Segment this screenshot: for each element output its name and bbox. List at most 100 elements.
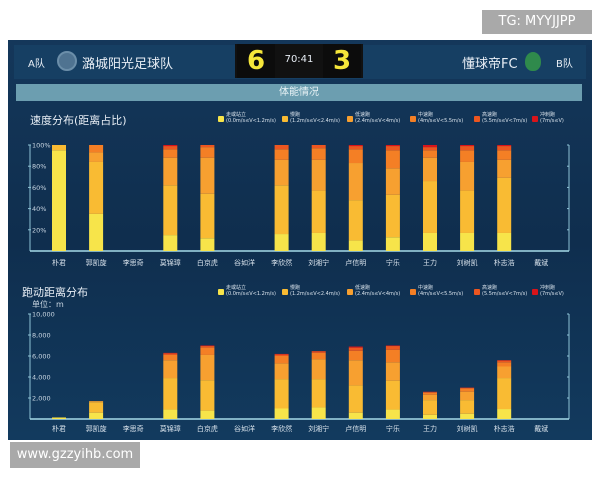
bar-segment-刘湘宁-低速跑 (311, 359, 326, 380)
bar-segment-宁乐-高速跑 (385, 146, 400, 151)
section-banner: 体能情况 (16, 84, 582, 101)
bar-segment-宁乐-走或站立 (385, 409, 400, 419)
chart2-unit: 单位：m (32, 300, 64, 309)
bar-segment-宁乐-慢跑 (385, 194, 400, 238)
bar-segment-李欣然-高速跑 (274, 145, 289, 150)
bar-segment-李欣然-慢跑 (274, 379, 289, 409)
legend-item: 冲刺跑 (7m/s≤V) (532, 112, 564, 124)
team-a-name: 潞城阳光足球队 (82, 57, 174, 72)
y-tick-label: 10,000 (32, 311, 55, 319)
x-tick-label: 刘湘宁 (308, 424, 329, 433)
y-tick-label: 80% (32, 163, 46, 171)
bar-segment-郭凯旋-低速跑 (89, 401, 104, 403)
bar-segment-王力-中速跑 (423, 392, 437, 395)
watermark-bottom: www.gzzyihb.com (10, 442, 140, 468)
bar-segment-莫锦璋-高速跑 (163, 353, 178, 355)
legend-item: 高速跑 (5.5m/s≤V<7m/s) (474, 112, 527, 124)
bar-segment-朴志浩-慢跑 (497, 177, 512, 233)
y-tick-label: 4,000 (32, 374, 51, 382)
bar-segment-莫锦璋-低速跑 (163, 157, 178, 186)
team-a-logo-icon (57, 51, 77, 71)
bar-segment-莫锦璋-慢跑 (163, 378, 178, 410)
bar-segment-李欣然-中速跑 (274, 356, 289, 364)
y-tick-label: 8,000 (32, 332, 51, 340)
legend-swatch (410, 115, 416, 122)
team-a-label: A队 (28, 59, 45, 70)
bar-segment-王力-慢跑 (423, 181, 437, 233)
x-tick-label: 戴斌 (534, 258, 548, 267)
x-tick-label: 王力 (423, 258, 437, 267)
bar-segment-刘湘宁-慢跑 (311, 190, 326, 233)
match-time: 70:41 (284, 54, 314, 65)
bar-segment-刘湘宁-走或站立 (311, 407, 326, 419)
score-b: 3 (323, 44, 361, 78)
legend-item: 慢跑 (1.2m/s≤V<2.4m/s) (282, 112, 340, 124)
team-b-name: 懂球帝FC (462, 57, 518, 72)
bar-segment-莫锦璋-低速跑 (163, 360, 178, 379)
legend-label: 冲刺跑 (7m/s≤V) (540, 112, 564, 124)
bar-segment-刘湘宁-走或站立 (311, 232, 326, 251)
bar-segment-朴君-走或站立 (52, 150, 66, 251)
x-tick-label: 卢信明 (345, 258, 366, 267)
bar-segment-朴志浩-中速跑 (497, 362, 512, 367)
x-tick-label: 朴志浩 (494, 424, 515, 433)
bar-segment-白京虎-中速跑 (200, 147, 215, 158)
x-tick-label: 王力 (423, 424, 437, 433)
bar-segment-刘湘宁-中速跑 (311, 148, 326, 160)
y-tick-label: 6,000 (32, 353, 51, 361)
legend-item: 低速跑 (2.4m/s≤V<4m/s) (347, 112, 400, 124)
legend-item: 低速跑 (2.4m/s≤V<4m/s) (347, 285, 400, 297)
bar-segment-白京虎-中速跑 (200, 347, 215, 355)
bar-segment-王力-低速跑 (423, 394, 437, 401)
bar-segment-朴志浩-走或站立 (497, 409, 512, 419)
legend-item: 高速跑 (5.5m/s≤V<7m/s) (474, 285, 528, 297)
x-tick-label: 李思奇 (123, 258, 144, 267)
x-tick-label: 宁乐 (386, 424, 400, 433)
bar-segment-朴君-走或站立 (52, 417, 66, 419)
bar-segment-王力-走或站立 (423, 232, 437, 251)
bar-segment-郭凯旋-慢跑 (89, 402, 104, 413)
bar-segment-白京虎-冲刺跑 (200, 345, 215, 347)
x-tick-label: 郭凯旋 (86, 424, 107, 433)
y-tick-label: 20% (32, 226, 46, 234)
bar-segment-莫锦璋-中速跑 (163, 354, 178, 361)
legend-swatch (474, 115, 480, 122)
x-tick-label: 谷如洋 (234, 424, 255, 433)
legend-item: 中速跑 (4m/s≤V<5.5m/s) (410, 285, 463, 297)
x-tick-label: 李思奇 (123, 424, 144, 433)
bar-segment-李欣然-中速跑 (274, 149, 289, 160)
legend-swatch (282, 115, 288, 122)
bar-segment-王力-慢跑 (423, 400, 437, 415)
legend-swatch (347, 115, 353, 122)
legend-item: 走或站立 (0.0m/s≤V<1.2m/s) (218, 285, 276, 297)
y-tick-label: 2,000 (32, 395, 51, 403)
watermark-top: TG: MYYJJPP (482, 10, 592, 34)
bar-segment-李欣然-走或站立 (274, 408, 289, 419)
legend-label: 高速跑 (5.5m/s≤V<7m/s) (482, 285, 528, 297)
legend-swatch (532, 115, 538, 122)
bar-segment-宁乐-低速跑 (385, 362, 400, 381)
legend-label: 慢跑 (1.2m/s≤V<2.4m/s) (290, 285, 340, 297)
bar-segment-李欣然-走或站立 (274, 234, 289, 251)
bar-segment-李欣然-冲刺跑 (274, 353, 289, 355)
bar-segment-莫锦璋-高速跑 (163, 146, 178, 150)
bar-segment-卢信明-低速跑 (348, 360, 363, 386)
x-tick-label: 朴君 (52, 424, 66, 433)
x-tick-label: 刘树凯 (457, 258, 478, 267)
bar-segment-卢信明-中速跑 (348, 350, 363, 361)
bar-segment-宁乐-中速跑 (385, 150, 400, 169)
x-tick-label: 宁乐 (386, 258, 400, 267)
x-tick-label: 郭凯旋 (86, 258, 107, 267)
bar-segment-莫锦璋-冲刺跑 (163, 145, 178, 147)
bar-segment-白京虎-走或站立 (200, 238, 215, 251)
legend-label: 走或站立 (0.0m/s≤V<1.2m/s) (226, 285, 276, 297)
legend-label: 走或站立 (0.0m/s≤V<1.2m/s) (226, 112, 276, 124)
bar-segment-郭凯旋-低速跑 (89, 152, 104, 162)
bar-segment-卢信明-冲刺跑 (348, 346, 363, 348)
bar-segment-王力-走或站立 (423, 414, 437, 419)
bar-segment-白京虎-低速跑 (200, 157, 215, 194)
bar-segment-卢信明-慢跑 (348, 385, 363, 413)
bar-segment-郭凯旋-走或站立 (89, 213, 104, 251)
legend-swatch (218, 115, 224, 122)
